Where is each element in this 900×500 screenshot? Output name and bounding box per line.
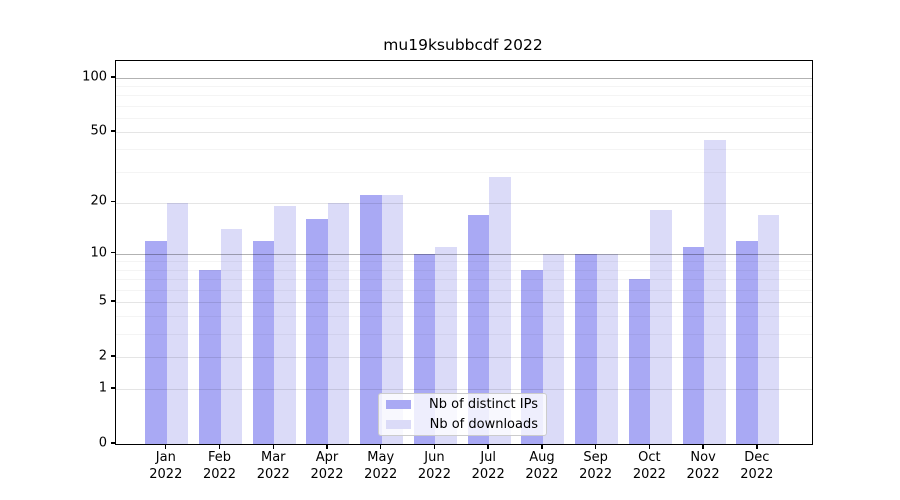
x-tick-label-jan: Jan 2022 — [149, 450, 183, 482]
gridline-20 — [116, 202, 812, 204]
legend-label-distinct-ips: Nb of distinct IPs — [429, 397, 538, 412]
y-tick-mark-20 — [111, 200, 115, 203]
y-tick-label-0: 0 — [98, 435, 107, 451]
legend-swatch-distinct-ips — [386, 400, 411, 409]
x-tick-label-feb: Feb 2022 — [202, 450, 237, 482]
bar-downloads-feb — [220, 229, 243, 444]
bar-downloads-jan — [166, 202, 189, 444]
gridline-30 — [116, 171, 812, 173]
bar-distinct-ips-nov — [682, 246, 705, 444]
x-tick-label-jul: Jul 2022 — [471, 450, 505, 482]
bar-downloads-oct — [650, 210, 672, 444]
x-tick-label-mar: Mar 2022 — [256, 450, 290, 482]
y-tick-mark-100 — [111, 76, 115, 78]
x-tick-label-may: May 2022 — [364, 450, 398, 482]
bar-downloads-sep — [596, 253, 619, 444]
bar-distinct-ips-jan — [145, 240, 167, 444]
bar-downloads-apr — [327, 202, 350, 444]
x-tick-label-dec: Dec 2022 — [740, 450, 774, 482]
y-tick-label-50: 50 — [90, 123, 107, 139]
legend-item-distinct-ips: Nb of distinct IPs — [386, 396, 538, 413]
y-tick-mark-50 — [111, 130, 115, 132]
y-tick-label-5: 5 — [98, 293, 107, 309]
y-tick-mark-1 — [111, 387, 115, 389]
y-tick-mark-5 — [111, 300, 115, 302]
bar-distinct-ips-may — [360, 195, 382, 444]
gridline-3 — [116, 334, 812, 335]
y-tick-label-10: 10 — [90, 245, 107, 261]
x-tick-mark-dec — [756, 444, 758, 449]
gridline-90 — [116, 86, 812, 88]
bar-distinct-ips-oct — [628, 279, 651, 444]
bar-distinct-ips-dec — [736, 240, 758, 444]
x-tick-mark-jul — [487, 444, 489, 449]
gridline-4 — [116, 316, 812, 318]
plot-area — [115, 60, 813, 445]
legend-swatch-downloads — [386, 420, 411, 429]
y-tick-mark-0 — [111, 442, 115, 444]
gridline-2 — [116, 356, 812, 358]
y-tick-label-20: 20 — [90, 193, 107, 209]
gridline-70 — [116, 105, 812, 107]
x-tick-mark-oct — [648, 444, 651, 449]
x-tick-label-nov: Nov 2022 — [686, 450, 720, 482]
bar-downloads-dec — [757, 214, 780, 444]
x-tick-label-aug: Aug 2022 — [525, 450, 559, 482]
gridline-5 — [116, 301, 812, 303]
chart-title: mu19ksubbcdf 2022 — [383, 36, 543, 54]
x-tick-mark-feb — [218, 444, 221, 449]
legend: Nb of distinct IPs Nb of downloads — [378, 393, 547, 436]
bar-downloads-aug — [542, 253, 565, 444]
gridline-60 — [116, 117, 812, 119]
x-tick-mark-sep — [594, 444, 597, 449]
x-tick-mark-jun — [433, 444, 436, 449]
gridline-7 — [116, 279, 812, 281]
y-tick-mark-2 — [111, 355, 115, 357]
bar-downloads-nov — [704, 140, 726, 444]
legend-item-downloads: Nb of downloads — [386, 416, 538, 433]
x-tick-mark-aug — [541, 444, 543, 449]
gridline-80 — [116, 95, 812, 97]
bar-distinct-ips-feb — [199, 269, 221, 444]
x-tick-mark-jan — [165, 444, 167, 449]
y-tick-label-100: 100 — [82, 69, 107, 85]
bar-distinct-ips-sep — [575, 253, 597, 444]
x-tick-label-jun: Jun 2022 — [417, 450, 451, 482]
y-tick-label-2: 2 — [98, 348, 107, 364]
gridline-40 — [116, 149, 812, 151]
gridline-10 — [116, 253, 812, 255]
gridline-9 — [116, 261, 812, 263]
bar-distinct-ips-apr — [306, 219, 328, 444]
x-tick-mark-may — [380, 444, 382, 449]
bar-downloads-jul — [489, 176, 511, 444]
x-tick-label-oct: Oct 2022 — [632, 450, 666, 482]
bar-distinct-ips-mar — [252, 240, 275, 444]
y-tick-label-1: 1 — [98, 380, 107, 396]
x-tick-label-sep: Sep 2022 — [579, 450, 613, 482]
bar-distinct-ips-jul — [467, 214, 490, 444]
gridline-8 — [116, 269, 812, 271]
bar-downloads-may — [381, 195, 404, 444]
x-tick-mark-mar — [272, 444, 274, 449]
gridline-100 — [116, 77, 812, 79]
legend-label-downloads: Nb of downloads — [429, 417, 538, 432]
x-tick-label-apr: Apr 2022 — [310, 450, 344, 482]
gridline-50 — [116, 132, 812, 134]
gridline-1 — [116, 389, 812, 390]
bar-downloads-mar — [274, 206, 296, 444]
x-tick-mark-apr — [326, 444, 328, 449]
gridline-6 — [116, 289, 812, 291]
y-tick-mark-10 — [111, 252, 115, 254]
x-tick-mark-nov — [702, 444, 704, 449]
